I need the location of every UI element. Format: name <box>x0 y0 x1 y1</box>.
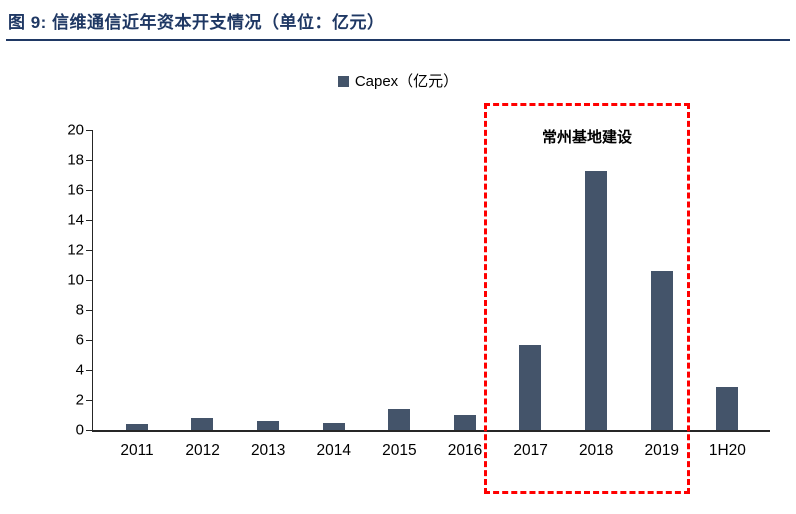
y-tick-label: 12 <box>67 241 84 259</box>
y-tick-mark <box>86 429 92 431</box>
highlight-box: 常州基地建设 <box>484 103 690 494</box>
annotation-label: 常州基地建设 <box>541 129 632 146</box>
x-tick-label: 2014 <box>316 442 352 459</box>
bar-2016 <box>453 415 476 430</box>
legend-swatch-icon <box>337 75 349 87</box>
y-tick-label: 10 <box>67 271 84 289</box>
title-underline <box>6 39 790 41</box>
y-tick-mark <box>86 309 92 311</box>
legend: Capex（亿元） <box>0 70 796 91</box>
y-tick-label: 18 <box>67 151 84 169</box>
y-tick-label: 14 <box>67 211 84 229</box>
x-tick-label: 2019 <box>644 442 680 459</box>
bar-1H20 <box>716 386 739 430</box>
x-tick-label: 2017 <box>513 442 548 459</box>
y-tick-label: 16 <box>67 181 84 199</box>
bar-2017 <box>519 344 542 430</box>
legend-label: Capex（亿元） <box>354 73 459 90</box>
y-tick-label: 2 <box>75 391 84 409</box>
y-tick-mark <box>86 129 92 131</box>
x-tick-label: 2011 <box>120 442 154 459</box>
x-tick-label: 2016 <box>447 442 483 459</box>
x-tick-label: 1H20 <box>708 442 746 459</box>
y-tick-mark <box>86 339 92 341</box>
bar-2019 <box>650 271 673 430</box>
y-tick-mark <box>86 279 92 281</box>
x-tick-label: 2012 <box>185 442 220 459</box>
bar-2018 <box>585 170 607 430</box>
y-tick-mark <box>86 219 92 221</box>
bar-2013 <box>257 421 279 430</box>
y-tick-mark <box>86 399 92 401</box>
y-axis-line <box>92 130 93 430</box>
y-tick-mark <box>86 159 92 161</box>
bar-2014 <box>322 422 345 430</box>
y-tick-label: 0 <box>75 421 84 439</box>
y-tick-label: 6 <box>75 331 84 349</box>
bar-2015 <box>388 409 411 430</box>
y-tick-label: 8 <box>75 301 84 319</box>
y-tick-label: 20 <box>67 121 84 139</box>
x-axis-line <box>92 430 770 432</box>
x-tick-label: 2015 <box>382 442 417 459</box>
y-tick-mark <box>86 189 92 191</box>
y-tick-mark <box>86 249 92 251</box>
figure-title: 图 9: 信维通信近年资本开支情况（单位：亿元） <box>8 13 385 32</box>
y-tick-label: 4 <box>75 361 84 379</box>
bar-2011 <box>125 424 148 430</box>
y-tick-mark <box>86 369 92 371</box>
bar-2012 <box>191 418 214 430</box>
x-tick-label: 2013 <box>250 442 286 459</box>
x-tick-label: 2018 <box>578 442 614 459</box>
